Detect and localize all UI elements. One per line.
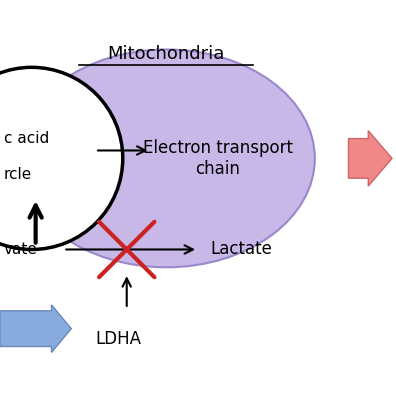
- FancyArrow shape: [348, 131, 392, 186]
- Text: LDHA: LDHA: [96, 331, 142, 348]
- Circle shape: [0, 67, 123, 249]
- Text: Lactate: Lactate: [210, 240, 272, 259]
- Text: rcle: rcle: [4, 167, 32, 182]
- FancyArrow shape: [0, 305, 71, 352]
- Text: Mitochondria: Mitochondria: [108, 46, 225, 63]
- Text: Electron transport
chain: Electron transport chain: [143, 139, 293, 178]
- Text: vate: vate: [4, 242, 38, 257]
- Ellipse shape: [18, 50, 315, 267]
- Text: c acid: c acid: [4, 131, 49, 146]
